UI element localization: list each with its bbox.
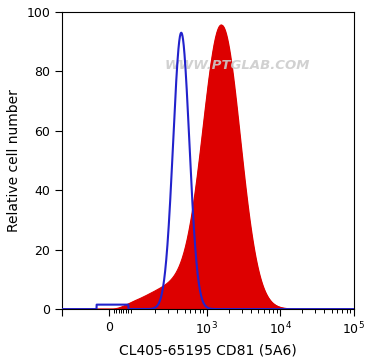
Y-axis label: Relative cell number: Relative cell number	[7, 89, 21, 232]
Text: WWW.PTGLAB.COM: WWW.PTGLAB.COM	[164, 59, 310, 72]
X-axis label: CL405-65195 CD81 (5A6): CL405-65195 CD81 (5A6)	[119, 343, 297, 357]
